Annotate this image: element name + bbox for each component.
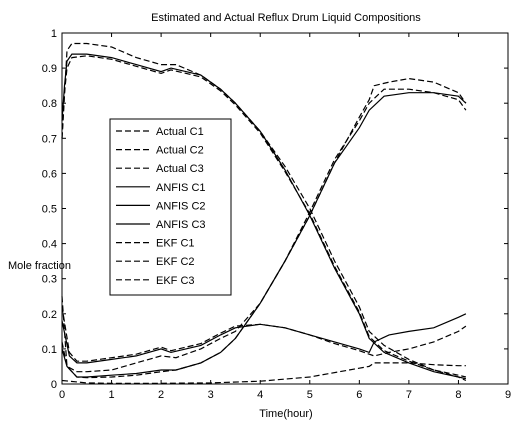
y-tick-label: 0.6 — [42, 168, 57, 180]
x-tick-label: 8 — [455, 389, 461, 401]
y-tick-label: 0.3 — [42, 274, 57, 286]
series-line-ekf-c3 — [61, 306, 467, 362]
x-axis: 0 1 2 3 4 5 6 7 8 9 — [59, 33, 511, 401]
x-tick-label: 0 — [59, 389, 65, 401]
chart-title: Estimated and Actual Reflux Drum Liquid … — [151, 12, 421, 24]
legend-label: ANFIS C1 — [156, 182, 206, 194]
legend-label: ANFIS C3 — [156, 219, 206, 231]
series-line-actual-c3 — [61, 362, 466, 384]
series-line-anfis-c3 — [61, 313, 467, 364]
x-tick-label: 5 — [307, 389, 313, 401]
plot-lines — [61, 42, 467, 384]
legend-label: Actual C1 — [156, 126, 204, 138]
y-tick-label: 0.8 — [42, 98, 57, 110]
y-axis-title: Mole fraction — [8, 260, 71, 272]
y-tick-label: 0 — [51, 379, 57, 391]
y-tick-label: 0.1 — [42, 344, 57, 356]
x-axis-title: Time(hour) — [259, 408, 312, 420]
x-tick-label: 6 — [356, 389, 362, 401]
y-tick-label: 0.2 — [42, 309, 57, 321]
y-tick-label: 0.9 — [42, 63, 57, 75]
y-tick-label: 0.5 — [42, 204, 57, 216]
legend-label: Actual C2 — [156, 145, 204, 157]
x-tick-label: 4 — [257, 389, 263, 401]
x-tick-label: 1 — [108, 389, 114, 401]
x-tick-label: 3 — [208, 389, 214, 401]
x-tick-label: 9 — [505, 389, 511, 401]
series-line-actual-c1 — [61, 42, 467, 382]
x-tick-label: 2 — [158, 389, 164, 401]
series-line-ekf-c1 — [61, 55, 467, 378]
legend-label: EKF C1 — [156, 238, 195, 250]
y-tick-label: 0.7 — [42, 133, 57, 145]
y-tick-label: 0.4 — [42, 239, 57, 251]
legend-label: ANFIS C2 — [156, 200, 206, 212]
legend: Actual C1 Actual C2 Actual C3 ANFIS C1 ANFIS… — [109, 118, 232, 296]
series-line-actual-c2 — [61, 77, 467, 373]
series-line-anfis-c1 — [61, 53, 467, 380]
legend-label: Actual C3 — [156, 163, 204, 175]
series-line-ekf-c2 — [61, 88, 467, 379]
y-tick-label: 1 — [51, 28, 57, 40]
legend-label: EKF C2 — [156, 256, 195, 268]
legend-label: EKF C3 — [156, 275, 195, 287]
y-axis: 0 0.1 0.2 0.3 0.4 0.5 0.6 0.7 0.8 0.9 1 — [42, 28, 508, 391]
x-tick-label: 7 — [406, 389, 412, 401]
legend-box — [109, 118, 232, 296]
